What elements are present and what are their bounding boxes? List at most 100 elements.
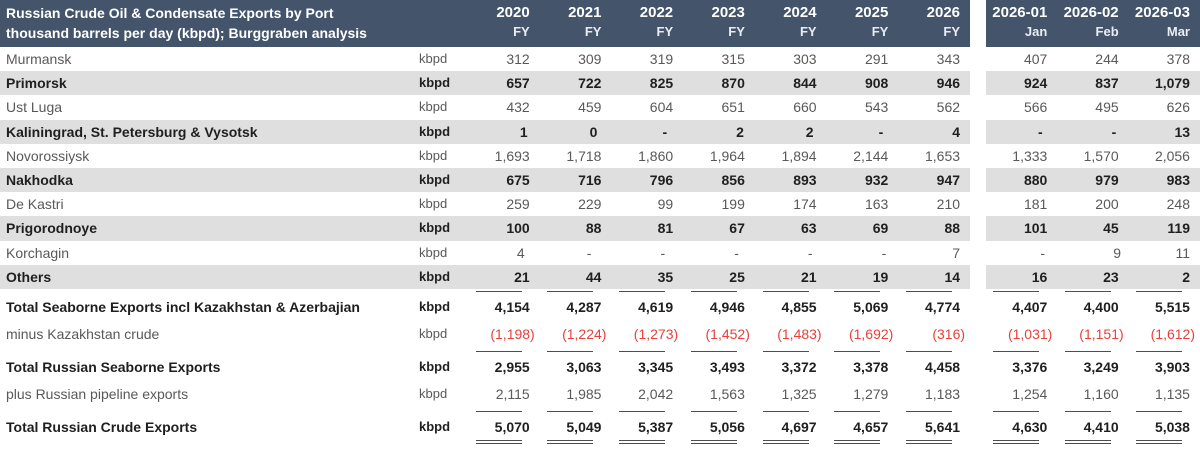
rule-cell [898, 349, 970, 355]
column-gap [970, 119, 986, 144]
rule-cell [683, 289, 755, 295]
value-cell: 1,254 [1012, 385, 1048, 402]
value-cell: 4,855 [781, 298, 817, 315]
unit-label: kbpd [419, 196, 448, 212]
rule-cell [683, 439, 755, 447]
accounting-rule [993, 439, 1040, 444]
accounting-rule [834, 410, 881, 412]
value-cell: 1,160 [1083, 385, 1119, 402]
port-name: Novorossiysk [6, 147, 90, 164]
value-cell: 870 [721, 75, 745, 92]
value-cell: 716 [578, 171, 602, 188]
month-values: - - 13 [986, 119, 1200, 144]
value-cell: 837 [1095, 75, 1119, 92]
value-cell: (1,224) [562, 325, 607, 342]
port-name: Others [0, 264, 413, 289]
column-gap [970, 0, 986, 47]
port-row: Nakhodka kbpd 675 716 796 856 893 932 947 880 979 9… [0, 167, 1200, 193]
accounting-rule [1135, 410, 1182, 412]
value-cell: 4 [516, 244, 525, 261]
port-name: Primorsk [0, 71, 413, 96]
value-cell: 844 [793, 75, 817, 92]
port-row: De Kastri kbpd 259 229 99 199 174 163 210 181 200 2… [0, 192, 1200, 217]
value-cell: 7 [952, 244, 961, 261]
value-cell: 100 [506, 220, 530, 237]
value-cell: 856 [721, 171, 745, 188]
value-cell: 259 [506, 196, 530, 213]
port-row: Novorossiysk kbpd 1,693 1,718 1,860 1,964 1,89… [0, 143, 1200, 168]
rule-cell [755, 349, 827, 355]
accounting-rule [834, 439, 881, 444]
accounting-rule [1064, 350, 1111, 352]
value-cell: 119 [1167, 220, 1190, 237]
accounting-rule [993, 290, 1040, 292]
value-cell: 932 [864, 171, 889, 188]
rule-group [468, 439, 970, 447]
rule-cell [611, 439, 683, 447]
month-values: - 9 11 [986, 241, 1200, 265]
value-cell: 908 [864, 75, 889, 92]
accounting-rule [690, 350, 737, 352]
accounting-rule [1064, 410, 1111, 412]
accounting-rule [547, 290, 594, 292]
value-cell: (1,151) [1079, 325, 1124, 342]
column-year-label: 2024 [783, 4, 817, 21]
header-unit-cell [413, 0, 468, 47]
value-cell: 1,183 [924, 385, 961, 402]
value-cell: 1,279 [853, 385, 889, 402]
rule-cell [986, 349, 1057, 355]
port-name: Kaliningrad, St. Petersburg & Vysotsk [0, 119, 413, 144]
port-row: Kaliningrad, St. Petersburg & Vysotsk kbp… [0, 119, 1200, 144]
column-month-short-label: Mar [1166, 24, 1190, 39]
value-cell: 947 [936, 171, 961, 188]
value-cell: 4,630 [1012, 418, 1048, 435]
value-cell: 893 [793, 171, 817, 188]
value-cell: 63 [801, 220, 817, 237]
rule-cell [611, 349, 683, 355]
rule-cell [468, 439, 540, 447]
value-cell: 722 [578, 75, 602, 92]
value-cell: 2,042 [638, 385, 674, 402]
value-cell: - [734, 244, 739, 261]
rule-cell [540, 409, 612, 415]
value-cell: 2,955 [494, 358, 530, 375]
month-values: 101 45 119 [986, 216, 1200, 241]
value-cell: 1,653 [924, 147, 961, 164]
value-cell: 3,378 [853, 358, 889, 375]
month-column-header: 2026-01 Jan [986, 0, 1057, 47]
value-cell: 946 [936, 75, 961, 92]
value-cell: 319 [649, 51, 674, 67]
month-values: 1,333 1,570 2,056 [986, 144, 1200, 168]
value-cell: 181 [1023, 196, 1048, 213]
fy-values: 5,070 5,049 5,387 5,056 4,697 4,657 5,641 [468, 415, 970, 439]
column-gap [970, 294, 986, 319]
rule-cell [986, 289, 1057, 295]
fy-values: 259 229 99 199 174 163 210 [468, 192, 970, 216]
rule-cell [1057, 409, 1128, 415]
value-cell: 3,493 [709, 358, 745, 375]
value-cell: 23 [1103, 268, 1119, 285]
rule-cell [683, 349, 755, 355]
rule-cell [468, 289, 540, 295]
value-cell: 19 [872, 268, 889, 285]
value-cell: (1,452) [705, 325, 750, 342]
rule-row [0, 408, 1200, 415]
fy-values: 1,693 1,718 1,860 1,964 1,894 2,144 1,653 [468, 144, 970, 168]
rule-cell [827, 289, 899, 295]
column-month-short-label: Jan [1024, 24, 1048, 39]
rule-spacer [413, 439, 468, 447]
value-cell: - [807, 244, 813, 261]
value-cell: 660 [793, 99, 817, 116]
value-cell: 432 [506, 99, 530, 116]
rule-cell [898, 289, 970, 295]
value-cell: 14 [944, 268, 961, 285]
value-cell: 67 [729, 220, 745, 237]
accounting-rule [690, 290, 737, 292]
value-cell: 796 [649, 171, 674, 188]
column-year-label: 2020 [496, 4, 530, 21]
rule-cell [986, 439, 1057, 447]
value-cell: 303 [793, 51, 817, 67]
column-period-label: FY [584, 24, 602, 39]
port-name: Prigorodnoye [0, 216, 413, 241]
rule-cell [540, 349, 612, 355]
